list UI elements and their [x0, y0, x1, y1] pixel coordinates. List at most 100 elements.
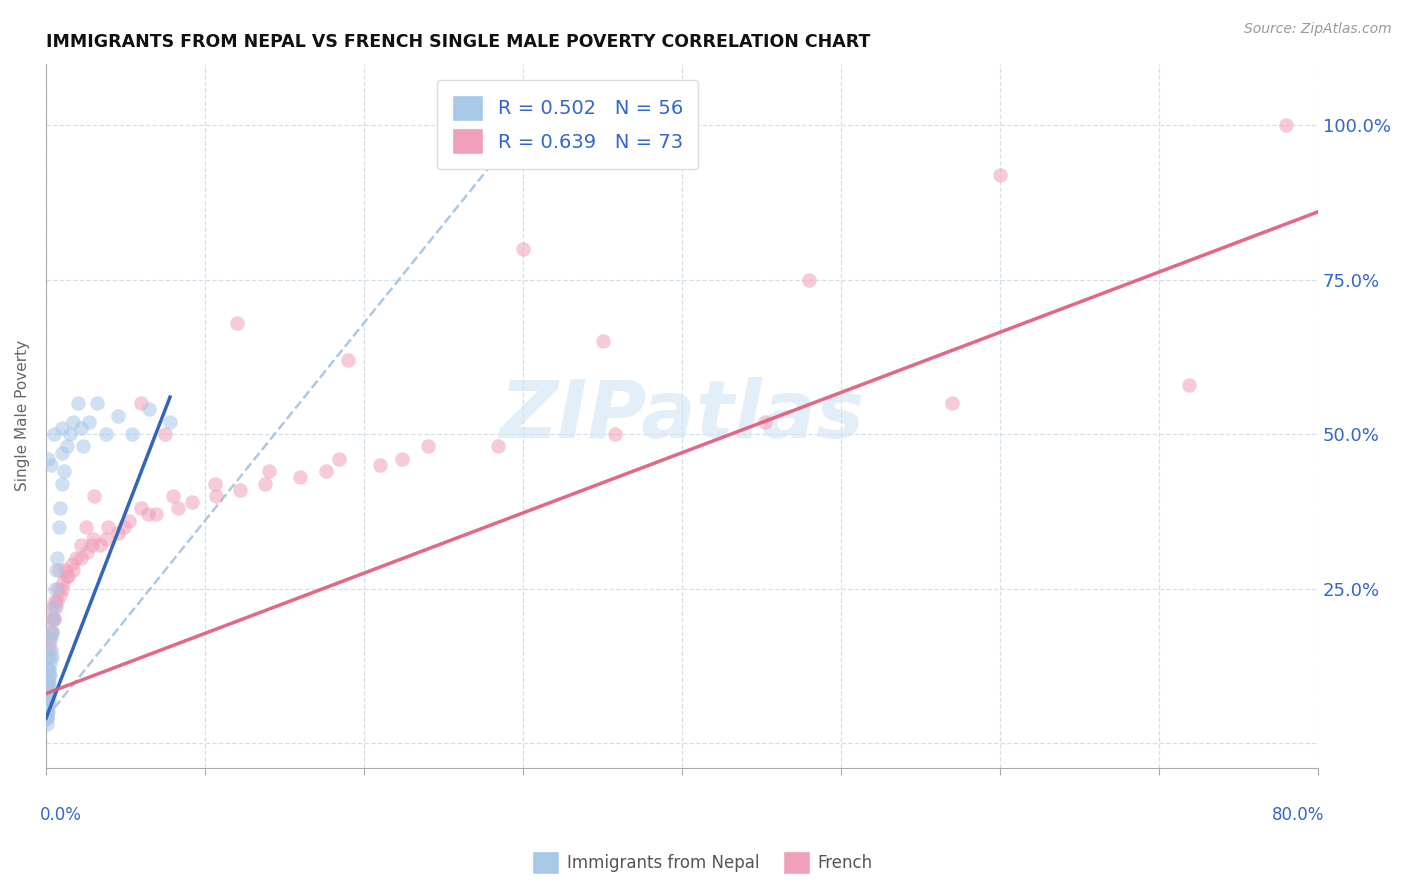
Point: [82, 532, 104, 546]
Point: [39, 612, 62, 626]
Point: [121, 427, 143, 442]
Point: [592, 334, 614, 349]
Point: [38, 681, 60, 695]
Point: [42, 600, 65, 615]
Point: [416, 440, 439, 454]
Point: [107, 409, 129, 423]
Point: [38, 637, 60, 651]
Point: [159, 415, 181, 429]
Point: [70, 421, 93, 435]
Point: [204, 476, 226, 491]
Point: [38, 662, 60, 676]
Point: [37, 674, 59, 689]
Point: [44, 594, 66, 608]
Point: [225, 316, 247, 330]
Point: [46, 594, 69, 608]
Point: [35, 698, 58, 713]
Point: [44, 582, 66, 596]
Point: [1178, 377, 1201, 392]
Point: [77, 415, 100, 429]
Point: [51, 445, 73, 459]
Point: [55, 440, 77, 454]
Point: [38, 687, 60, 701]
Point: [96, 427, 118, 442]
Point: [51, 582, 73, 596]
Point: [254, 476, 277, 491]
Point: [35, 692, 58, 706]
Point: [89, 538, 111, 552]
Point: [59, 427, 82, 442]
Point: [72, 440, 94, 454]
Point: [37, 687, 59, 701]
Point: [38, 692, 60, 706]
Point: [49, 501, 72, 516]
Point: [37, 674, 59, 689]
Point: [145, 508, 167, 522]
Text: Source: ZipAtlas.com: Source: ZipAtlas.com: [1244, 22, 1392, 37]
Point: [486, 440, 509, 454]
Point: [46, 550, 69, 565]
Point: [55, 569, 77, 583]
Point: [35, 692, 58, 706]
Point: [62, 563, 84, 577]
Point: [368, 458, 391, 472]
Point: [37, 692, 59, 706]
Point: [229, 483, 252, 497]
Point: [42, 427, 65, 442]
Point: [49, 588, 72, 602]
Point: [96, 532, 118, 546]
Point: [48, 563, 70, 577]
Point: [35, 681, 58, 695]
Point: [38, 631, 60, 645]
Point: [51, 421, 73, 435]
Point: [37, 705, 59, 719]
Point: [41, 600, 63, 615]
Point: [97, 520, 120, 534]
Point: [39, 643, 62, 657]
Legend: R = 0.502   N = 56, R = 0.639   N = 73: R = 0.502 N = 56, R = 0.639 N = 73: [437, 80, 699, 169]
Point: [37, 451, 59, 466]
Legend: Immigrants from Nepal, French: Immigrants from Nepal, French: [527, 846, 879, 880]
Point: [35, 705, 58, 719]
Point: [162, 489, 184, 503]
Y-axis label: Single Male Poverty: Single Male Poverty: [15, 340, 30, 491]
Point: [37, 649, 59, 664]
Point: [328, 451, 350, 466]
Point: [118, 514, 141, 528]
Point: [1275, 118, 1298, 132]
Point: [37, 687, 59, 701]
Point: [52, 575, 75, 590]
Point: [58, 569, 80, 583]
Text: 0.0%: 0.0%: [39, 806, 82, 824]
Point: [39, 631, 62, 645]
Point: [35, 705, 58, 719]
Point: [42, 612, 65, 626]
Point: [155, 427, 177, 442]
Point: [205, 489, 228, 503]
Point: [39, 624, 62, 639]
Point: [38, 643, 60, 657]
Point: [337, 353, 360, 368]
Point: [62, 415, 84, 429]
Point: [35, 711, 58, 725]
Point: [38, 668, 60, 682]
Point: [315, 464, 337, 478]
Point: [75, 520, 97, 534]
Point: [107, 526, 129, 541]
Point: [136, 508, 159, 522]
Point: [181, 495, 204, 509]
Point: [65, 550, 87, 565]
Point: [37, 681, 59, 695]
Point: [86, 396, 108, 410]
Point: [37, 698, 59, 713]
Point: [42, 612, 65, 626]
Point: [41, 649, 63, 664]
Point: [41, 624, 63, 639]
Point: [38, 649, 60, 664]
Point: [941, 396, 963, 410]
Point: [391, 451, 413, 466]
Point: [66, 396, 89, 410]
Point: [605, 427, 627, 442]
Point: [754, 415, 776, 429]
Point: [37, 662, 59, 676]
